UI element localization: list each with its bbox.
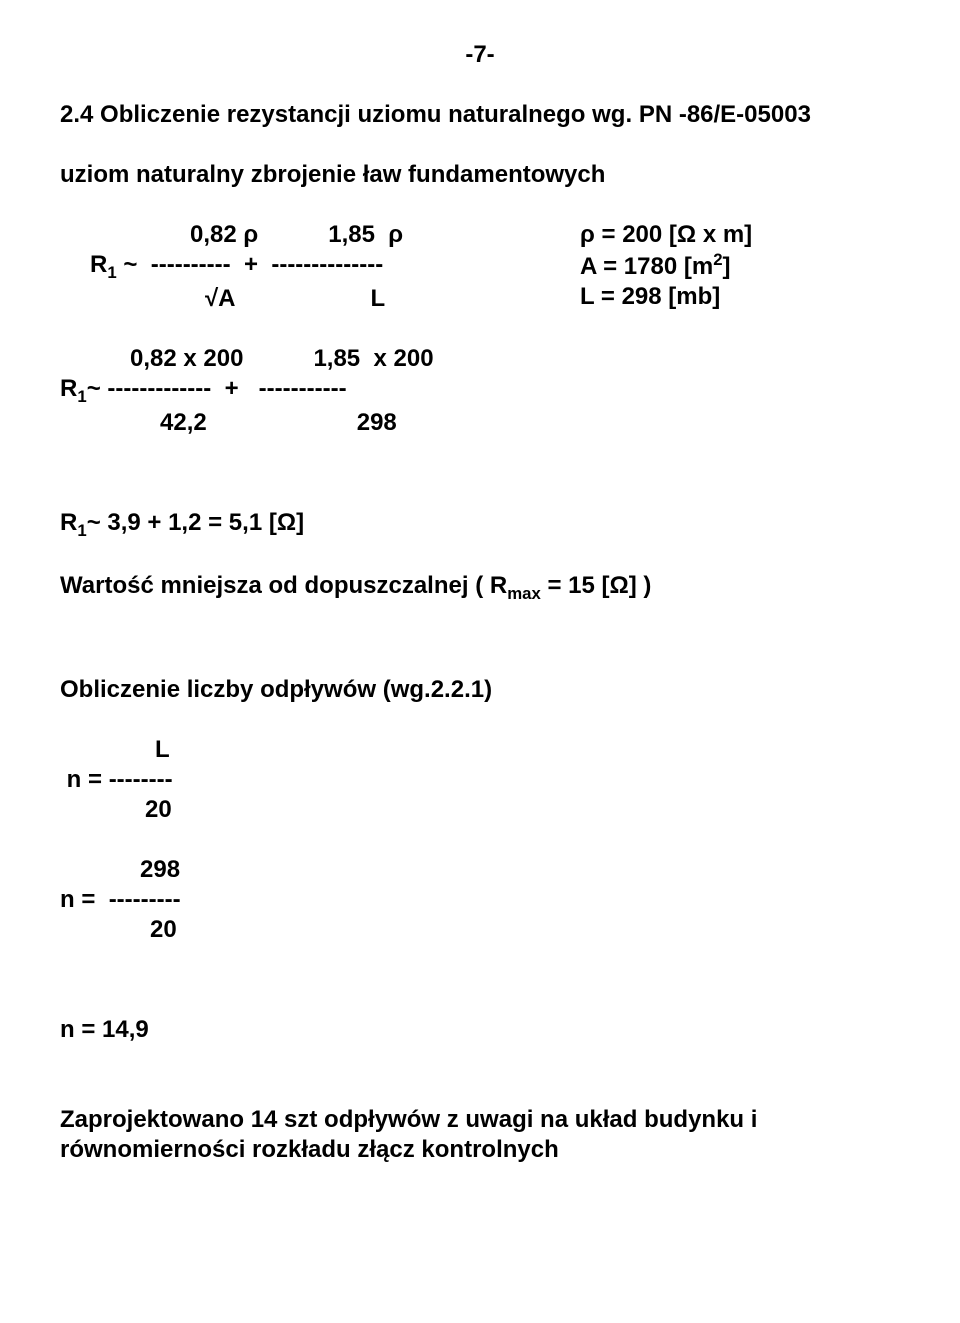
eq1-rhs2-exp: 2 xyxy=(713,250,722,269)
result-rest: ~ 3,9 + 1,2 = 5,1 [Ω] xyxy=(87,509,304,536)
subtitle: uziom naturalny zbrojenie ław fundamento… xyxy=(60,160,900,190)
n1-top: L xyxy=(155,736,170,763)
note-sub: max xyxy=(507,584,541,603)
eq1-top-left: 0,82 ρ xyxy=(190,221,258,248)
eq2-dashes-mid: ----------- xyxy=(259,375,347,402)
n1-dashes: -------- xyxy=(109,766,173,793)
n-equation-1: L n = -------- 20 xyxy=(60,735,900,825)
eq1-bot-mid: L xyxy=(371,285,386,312)
eq1-plus: + xyxy=(231,251,272,278)
equation-2: 0,82 x 200 1,85 x 200 R1~ ------------- +… xyxy=(60,344,900,438)
eq1-rhs1: ρ = 200 [Ω x m] xyxy=(580,220,752,250)
eq2-tilde: ~ xyxy=(87,375,108,402)
section-title-text: 2.4 Obliczenie rezystancji uziomu natura… xyxy=(60,101,632,128)
calc-heading: Obliczenie liczby odpływów (wg.2.2.1) xyxy=(60,675,900,705)
n2-prefix: n = xyxy=(60,886,109,913)
eq2-top-left: 0,82 x 200 xyxy=(130,345,243,372)
eq1-rhs2-b: ] xyxy=(723,253,731,280)
standard-code: PN -86/E-05003 xyxy=(639,101,811,128)
eq1-r1-sub: 1 xyxy=(107,263,116,282)
n-result: n = 14,9 xyxy=(60,1015,900,1045)
section-title: 2.4 Obliczenie rezystancji uziomu natura… xyxy=(60,100,900,130)
n2-top: 298 xyxy=(140,856,180,883)
eq2-dashes-left: ------------- xyxy=(107,375,211,402)
note-prefix: Wartość mniejsza od dopuszczalnej ( R xyxy=(60,572,507,599)
eq2-bot-left: 42,2 xyxy=(160,409,207,436)
n1-bot: 20 xyxy=(145,796,172,823)
result-line: R1~ 3,9 + 1,2 = 5,1 [Ω] xyxy=(60,508,900,542)
note-suffix: = 15 [Ω] ) xyxy=(541,572,652,599)
n-equation-2: 298 n = --------- 20 xyxy=(60,855,900,945)
eq2-r1: R xyxy=(60,375,77,402)
eq2-r1-sub: 1 xyxy=(77,387,86,406)
eq2-bot-mid: 298 xyxy=(357,409,397,436)
eq1-rhs2-a: A = 1780 [m xyxy=(580,253,713,280)
eq1-top-mid: 1,85 ρ xyxy=(328,221,403,248)
eq1-r1: R xyxy=(90,251,107,278)
n2-dashes: --------- xyxy=(109,886,181,913)
conclusion: Zaprojektowano 14 szt odpływów z uwagi n… xyxy=(60,1105,900,1165)
note: Wartość mniejsza od dopuszczalnej ( Rmax… xyxy=(60,571,900,605)
result-r1: R xyxy=(60,509,77,536)
n1-prefix: n = xyxy=(60,766,109,793)
eq2-plus: + xyxy=(211,375,258,402)
eq1-tilde: ~ xyxy=(117,251,151,278)
result-r1-sub: 1 xyxy=(77,520,86,539)
eq1-dashes-mid: -------------- xyxy=(271,251,383,278)
eq2-top-mid: 1,85 x 200 xyxy=(313,345,433,372)
eq1-dashes-left: ---------- xyxy=(151,251,231,278)
n2-bot: 20 xyxy=(150,916,177,943)
equation-1: 0,82 ρ 1,85 ρ R1 ~ ---------- + ---------… xyxy=(60,220,900,314)
eq1-bot-left: √A xyxy=(205,285,236,312)
page-number: -7- xyxy=(60,40,900,70)
eq1-rhs2: A = 1780 [m2] xyxy=(580,250,752,282)
eq1-rhs3: L = 298 [mb] xyxy=(580,282,752,312)
